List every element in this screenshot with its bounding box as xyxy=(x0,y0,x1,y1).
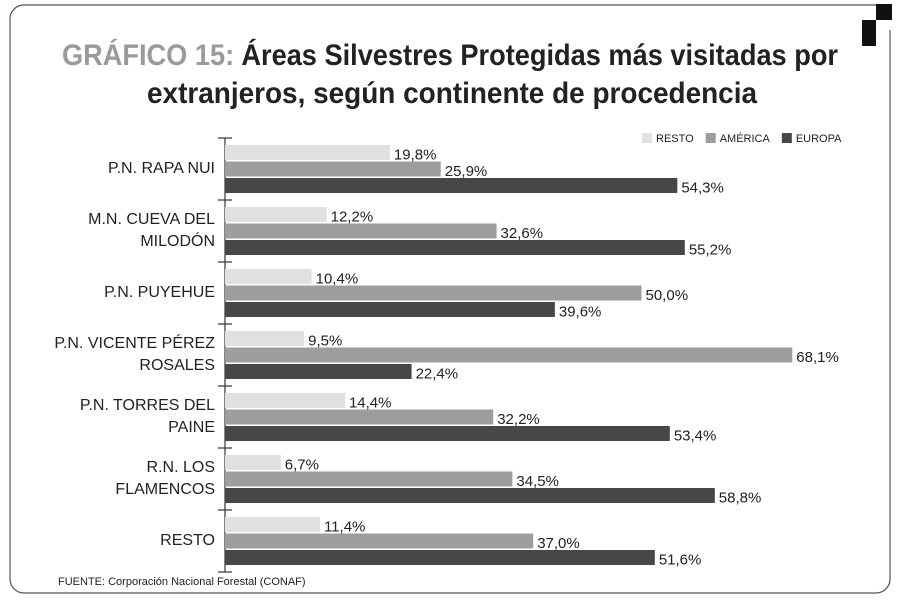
bar xyxy=(225,409,494,425)
bar xyxy=(225,145,390,160)
data-label: 22,4% xyxy=(416,365,459,382)
data-label: 34,5% xyxy=(516,473,559,490)
data-label: 32,6% xyxy=(501,225,544,242)
corner-square xyxy=(876,4,892,20)
corner-gap xyxy=(876,20,892,30)
data-label: 54,3% xyxy=(681,179,724,196)
y-tick-label: M.N. CUEVA DEL xyxy=(88,211,215,228)
data-label: 51,6% xyxy=(659,551,702,568)
data-label: 58,8% xyxy=(719,489,762,506)
bar xyxy=(225,364,412,379)
bar xyxy=(225,471,513,487)
y-tick-label: R.N. LOS xyxy=(147,459,215,476)
data-label: 11,4% xyxy=(324,518,365,535)
y-tick-label: PAINE xyxy=(168,419,215,436)
title-prefix: GRÁFICO 15: xyxy=(62,38,234,72)
data-label: 50,0% xyxy=(646,287,689,304)
bar xyxy=(225,223,497,239)
bar xyxy=(225,550,655,565)
legend-swatch xyxy=(705,133,716,143)
bar xyxy=(225,207,327,222)
bar xyxy=(225,269,312,284)
data-label: 25,9% xyxy=(445,163,488,180)
data-label: 6,7% xyxy=(285,456,319,473)
data-label: 9,5% xyxy=(308,332,342,349)
data-label: 12,2% xyxy=(331,208,374,225)
bar xyxy=(225,302,555,317)
bar xyxy=(225,240,685,255)
bar xyxy=(225,455,281,470)
data-label: 14,4% xyxy=(349,394,392,411)
data-label: 53,4% xyxy=(674,427,717,444)
bar xyxy=(225,178,678,193)
y-tick-label: RESTO xyxy=(160,532,215,549)
legend-swatch xyxy=(781,133,792,143)
y-tick-label: MILODÓN xyxy=(140,231,215,250)
data-label: 68,1% xyxy=(796,349,839,366)
legend-swatch xyxy=(642,133,652,143)
legend-label: RESTO xyxy=(656,133,694,145)
chart-title: GRÁFICO 15:Áreas Silvestres Protegidas m… xyxy=(62,38,838,72)
data-label: 37,0% xyxy=(537,535,580,552)
bar xyxy=(225,347,793,363)
data-label: 19,8% xyxy=(394,146,437,163)
y-tick-label: FLAMENCOS xyxy=(115,481,215,498)
corner-square xyxy=(862,20,876,46)
data-label: 55,2% xyxy=(689,241,732,258)
y-tick-label: P.N. VICENTE PÉREZ xyxy=(54,333,215,352)
title-line: Áreas Silvestres Protegidas más visitada… xyxy=(241,38,838,72)
bar xyxy=(225,426,670,441)
legend-label: AMÉRICA xyxy=(720,132,771,145)
bar xyxy=(225,393,345,408)
data-label: 32,2% xyxy=(497,411,540,428)
data-label: 10,4% xyxy=(316,270,359,287)
bar xyxy=(225,161,441,177)
bar xyxy=(225,533,534,549)
data-label: 39,6% xyxy=(559,303,602,320)
bar xyxy=(225,488,715,503)
y-tick-label: P.N. TORRES DEL xyxy=(80,397,215,414)
bar xyxy=(225,331,305,346)
bar xyxy=(225,517,320,532)
legend-label: EUROPA xyxy=(796,133,842,145)
source: FUENTE: Corporación Nacional Forestal (C… xyxy=(58,576,306,588)
title-line: extranjeros, según continente de procede… xyxy=(147,77,757,110)
y-tick-label: P.N. PUYEHUE xyxy=(104,284,215,301)
y-tick-label: ROSALES xyxy=(139,357,215,374)
bar xyxy=(225,285,642,301)
y-tick-label: P.N. RAPA NUI xyxy=(108,160,215,177)
